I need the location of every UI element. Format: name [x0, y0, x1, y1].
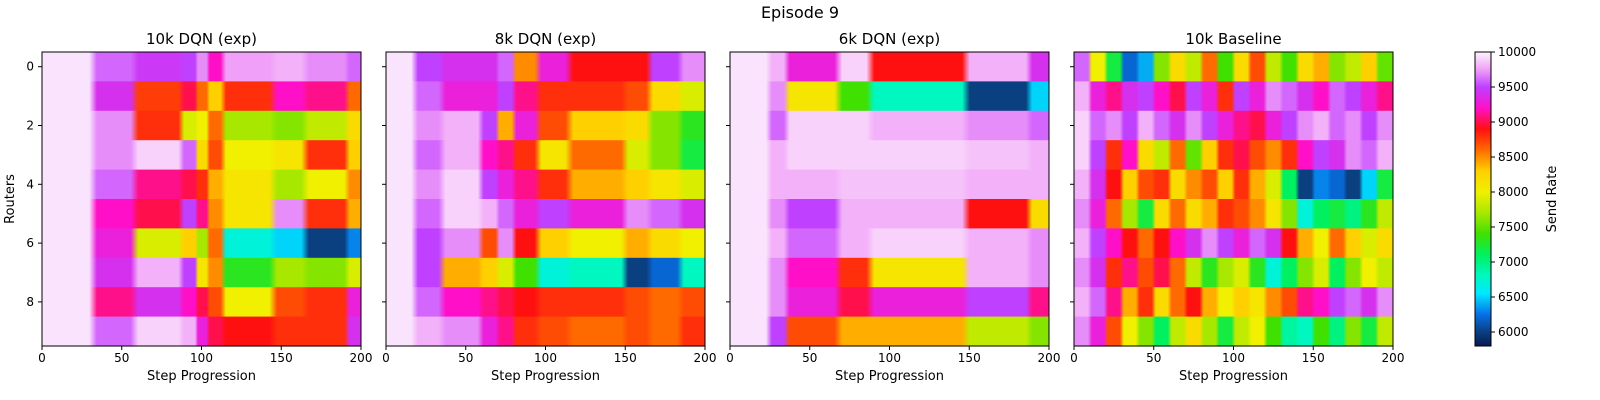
panel-title: 10k DQN (exp) — [146, 30, 257, 48]
panel-title: 6k DQN (exp) — [839, 30, 940, 48]
heatmap-row — [1074, 81, 1393, 112]
heatmap-row — [730, 81, 1049, 112]
x-tick-label: 0 — [726, 351, 734, 365]
figure-title: Episode 9 — [761, 3, 839, 22]
x-tick-label: 100 — [1222, 351, 1245, 365]
heatmap-row — [386, 140, 705, 171]
heatmap-row — [730, 257, 1049, 288]
colorbar-tick-label: 7500 — [1498, 220, 1529, 234]
heatmap-row — [386, 228, 705, 259]
heatmap-row — [42, 52, 361, 82]
heatmap-row — [730, 52, 1049, 82]
heatmap-row — [730, 169, 1049, 200]
x-axis-label: Step Progression — [147, 369, 256, 384]
heatmap-row — [730, 140, 1049, 171]
x-tick-label: 0 — [38, 351, 46, 365]
heatmap-row — [386, 81, 705, 112]
heatmap-row — [730, 287, 1049, 318]
heatmap-row — [42, 199, 361, 229]
heatmap-row — [1074, 110, 1393, 141]
colorbar-tick-label: 8500 — [1498, 150, 1529, 164]
heatmap-row — [42, 316, 361, 347]
y-axis-label: Routers — [3, 174, 18, 224]
heatmap-row — [42, 257, 361, 288]
heatmap-row — [386, 199, 705, 229]
colorbar-tick-label: 8000 — [1498, 185, 1529, 199]
colorbar: 6000 6500 7000 7500 8000 8500 9000 9500 10000 Sen… — [1474, 45, 1560, 347]
heatmap-row — [1074, 287, 1393, 318]
heatmap-row — [730, 110, 1049, 141]
heatmap-panel-3: 0 50 100 150 200 Step Progression 6k DQN (exp) — [726, 30, 1060, 384]
x-tick-label: 150 — [1302, 351, 1325, 365]
x-tick-label: 50 — [114, 351, 129, 365]
heatmap-row — [42, 287, 361, 318]
colorbar-label: Send Rate — [1545, 166, 1560, 233]
colorbar-gradient — [1474, 51, 1492, 347]
x-tick-label: 50 — [458, 351, 473, 365]
y-tick-label: 0 — [26, 60, 34, 74]
x-tick-label: 0 — [382, 351, 390, 365]
heatmap-panel-1: 0 50 100 150 200 Step Progression 0 2 4 6 8 Routers… — [3, 30, 372, 384]
colorbar-tick-label: 10000 — [1498, 45, 1536, 59]
x-tick-label: 100 — [190, 351, 213, 365]
x-tick-label: 200 — [1038, 351, 1061, 365]
x-tick-label: 0 — [1070, 351, 1078, 365]
x-axis-label: Step Progression — [835, 369, 944, 384]
x-tick-label: 150 — [270, 351, 293, 365]
colorbar-tick-label: 7000 — [1498, 255, 1529, 269]
heatmap-row — [1074, 52, 1393, 82]
colorbar-tick-label: 9000 — [1498, 115, 1529, 129]
heatmap-row — [386, 287, 705, 318]
y-tick-label: 4 — [26, 177, 34, 191]
heatmap-row — [730, 316, 1049, 347]
colorbar-tick-label: 6500 — [1498, 290, 1529, 304]
heatmap-row — [1074, 257, 1393, 288]
heatmap-row — [730, 199, 1049, 229]
heatmap-panel-4: 0 50 100 150 200 Step Progression 10k Baseline — [1070, 30, 1404, 384]
x-tick-label: 100 — [878, 351, 901, 365]
heatmap-row — [42, 81, 361, 112]
x-tick-label: 200 — [350, 351, 373, 365]
heatmap-row — [42, 169, 361, 200]
x-axis-label: Step Progression — [1179, 369, 1288, 384]
x-tick-label: 50 — [802, 351, 817, 365]
x-tick-label: 100 — [534, 351, 557, 365]
heatmap-row — [42, 228, 361, 259]
heatmap-row — [386, 52, 705, 82]
y-tick-label: 6 — [26, 236, 34, 250]
heatmap-row — [1074, 228, 1393, 259]
heatmap-row — [386, 316, 705, 347]
panel-title: 10k Baseline — [1185, 30, 1281, 48]
x-tick-label: 150 — [614, 351, 637, 365]
colorbar-tick-label: 6000 — [1498, 325, 1529, 339]
x-tick-label: 200 — [694, 351, 717, 365]
heatmap-row — [386, 110, 705, 141]
heatmap-row — [42, 140, 361, 171]
heatmap-row — [42, 110, 361, 141]
heatmap-row — [1074, 169, 1393, 200]
y-tick-label: 2 — [26, 119, 34, 133]
heatmap-row — [386, 257, 705, 288]
heatmap-panel-2: 0 50 100 150 200 Step Progression 8k DQN (exp) — [382, 30, 716, 384]
heatmap-row — [1074, 199, 1393, 229]
x-tick-label: 50 — [1146, 351, 1161, 365]
y-tick-label: 8 — [26, 295, 34, 309]
heatmap-row — [1074, 140, 1393, 171]
x-axis-label: Step Progression — [491, 369, 600, 384]
heatmap-row — [730, 228, 1049, 259]
x-tick-label: 200 — [1382, 351, 1405, 365]
heatmap-row — [1074, 316, 1393, 347]
colorbar-tick-label: 9500 — [1498, 80, 1529, 94]
panel-title: 8k DQN (exp) — [495, 30, 596, 48]
x-tick-label: 150 — [958, 351, 981, 365]
heatmap-row — [386, 169, 705, 200]
